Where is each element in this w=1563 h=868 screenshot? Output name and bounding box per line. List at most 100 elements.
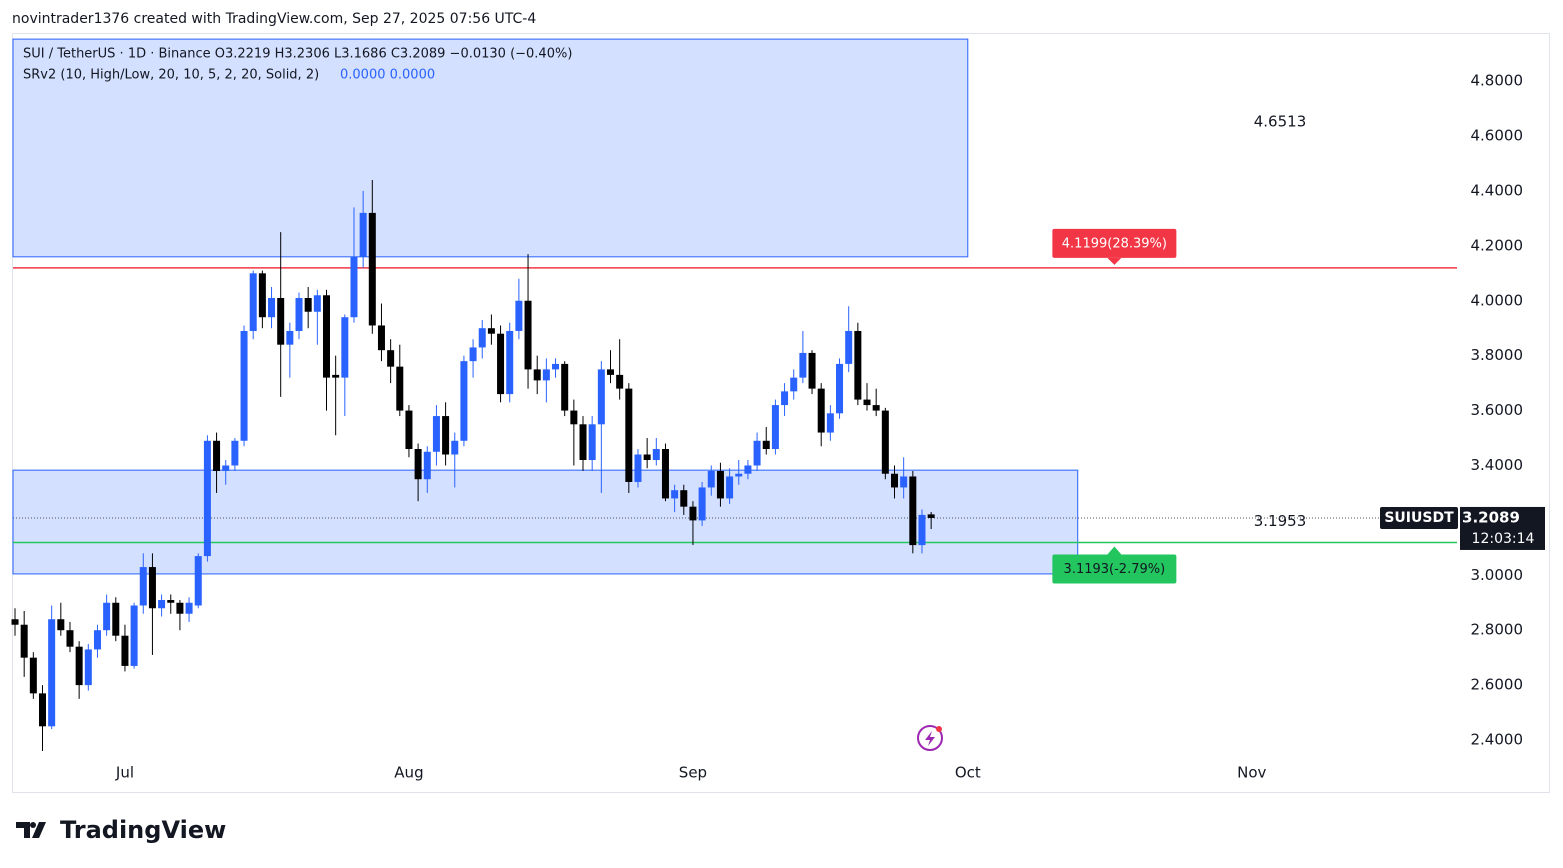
y-tick-label: 4.0000 [1471,291,1524,309]
candle-body [872,405,880,411]
logo [16,822,46,838]
candle-body [762,440,770,450]
candle-body [231,440,239,466]
x-tick-label: Jul [115,764,134,782]
legend-symbol: SUI / TetherUS · 1D · Binance O3.2219 H3… [23,47,572,62]
zone [12,38,969,258]
candle-body [359,212,367,257]
candle-body [75,646,83,686]
y-tick-label: 3.4000 [1471,456,1524,474]
y-tick-label: 2.4000 [1471,731,1524,749]
candle-body [570,410,578,425]
candle-body [405,410,413,450]
candle-body [680,490,688,507]
symbol-label: SUIUSDT [1384,510,1454,526]
candle-body [240,330,248,441]
candle-body [194,556,202,606]
candle-body [277,298,285,345]
y-tick-label: 4.4000 [1471,181,1524,199]
candle-body [377,325,385,351]
candle-body [625,388,633,482]
candle-body [799,352,807,378]
candle-body [11,619,19,625]
candle-body [817,388,825,433]
candle-body [524,300,532,370]
y-tick-label: 3.8000 [1471,346,1524,364]
candle-body [900,476,908,488]
candle-body [469,347,477,362]
candle-body [716,470,724,499]
candle-body [38,693,46,727]
candle-body [112,602,120,636]
candle-body [542,369,550,381]
candle-body [451,440,459,455]
candle-body [771,405,779,450]
price-note: 3.1953 [1254,512,1307,530]
candle-body [515,300,523,331]
candle-body [268,298,276,318]
candle-body [423,451,431,480]
countdown: 12:03:14 [1472,531,1535,547]
candle-body [121,635,129,666]
candle-body [304,298,312,312]
candle-body [497,333,505,395]
candle-body [341,317,349,378]
price-badge [1460,506,1545,550]
candle-body [790,377,798,392]
candle-body [29,657,37,694]
candle-body [863,399,871,406]
candle-body [20,624,28,658]
x-tick-label: Aug [394,764,423,782]
chart-frame [12,33,1550,793]
level-arrow [1107,257,1122,265]
candle-body [396,366,404,411]
candle-body [890,473,898,488]
candle-body [552,363,560,370]
candle-body [689,506,697,521]
candle-body [332,374,340,378]
candle-body [707,470,715,488]
y-tick-label: 3.6000 [1471,401,1524,419]
y-tick-label: 4.8000 [1471,72,1524,90]
candle-body [478,328,486,348]
candle-body [295,298,303,331]
candle-body [432,416,440,452]
legend-values: 0.0000 0.0000 [340,68,435,83]
candle-body [643,454,651,460]
level-label: 3.1193(-2.79%) [1064,562,1166,577]
candle-body [203,440,211,557]
candle-body [167,600,175,603]
candle-body [66,630,74,647]
candle-body [616,374,624,389]
candle-body [588,424,596,460]
candle-body [753,440,761,466]
candle-body [606,369,614,375]
level-label: 4.1199(28.39%) [1062,236,1167,251]
y-tick-label: 3.0000 [1471,566,1524,584]
lightning-bolt [925,731,935,746]
candle-body [671,490,679,499]
lightning-icon [917,725,943,751]
candle-body [781,391,789,406]
candle-body [460,361,468,441]
candle-body [726,476,734,499]
y-tick-label: 4.6000 [1471,127,1524,145]
candle-body [249,273,257,331]
candle-body [148,567,156,609]
candle-body [176,602,184,614]
candle-body [826,413,834,433]
x-tick-label: Oct [955,764,981,782]
candle-body [735,473,743,477]
legend-indicator: SRv2 (10, High/Low, 20, 10, 5, 2, 20, So… [23,68,319,83]
header: novintrader1376 created with TradingView… [12,11,536,27]
level-arrow [1107,546,1122,555]
candle-body [103,602,111,631]
candle-body [634,454,642,482]
candle-body [387,350,395,367]
candle-body [845,330,853,364]
candle-body [579,424,587,460]
footer-brand: TradingView [60,816,226,844]
candle-body [533,369,541,381]
